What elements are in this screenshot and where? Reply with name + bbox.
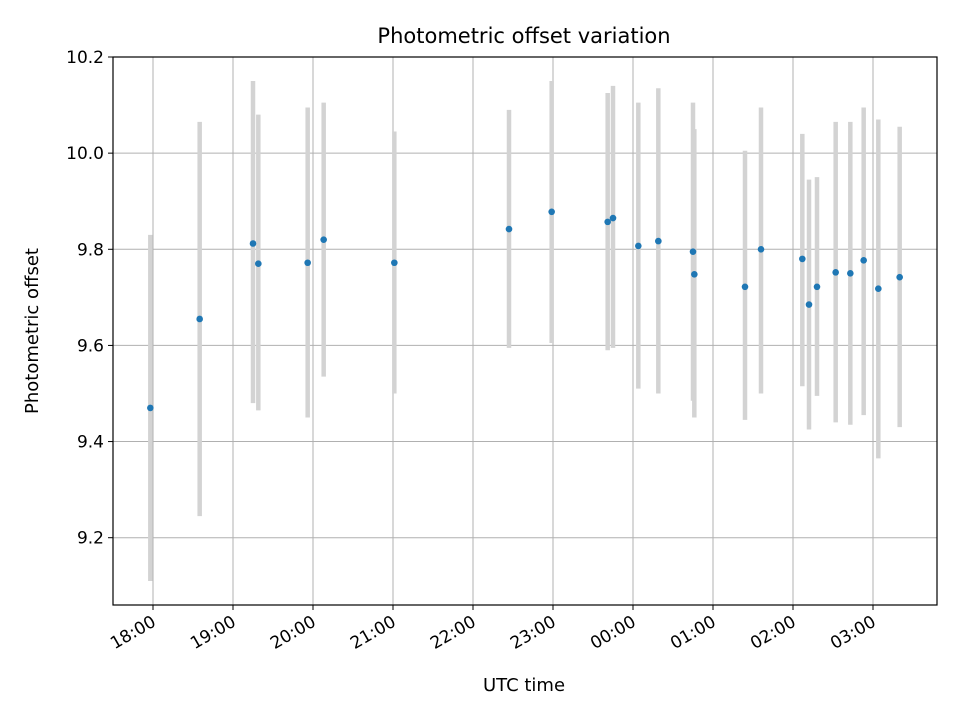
- data-point: [813, 283, 821, 291]
- y-tick-label: 9.8: [77, 240, 104, 260]
- x-tick-label: 20:00: [267, 612, 319, 654]
- x-tick-label: 00:00: [587, 612, 639, 654]
- data-point: [609, 214, 617, 222]
- y-tick-label: 10.0: [66, 144, 104, 164]
- x-axis-label: UTC time: [483, 675, 565, 696]
- grid: [113, 56, 937, 605]
- data-point: [505, 225, 513, 233]
- x-tick-label: 18:00: [107, 612, 159, 654]
- data-point: [604, 218, 611, 226]
- data-point: [391, 259, 398, 267]
- x-tick-label: 23:00: [507, 612, 559, 654]
- x-tick-label: 22:00: [427, 612, 479, 654]
- data-point: [896, 273, 903, 281]
- data-points: [147, 208, 903, 412]
- y-tick-label: 9.4: [77, 433, 104, 453]
- y-tick-label: 9.6: [77, 336, 104, 356]
- data-point: [196, 315, 203, 323]
- data-point: [757, 245, 765, 253]
- data-point: [255, 260, 262, 268]
- plot-frame: [112, 56, 938, 606]
- data-point: [805, 301, 813, 308]
- data-point: [147, 404, 154, 412]
- data-point: [320, 236, 327, 243]
- data-point: [799, 255, 806, 263]
- x-axis: 18:00 19:00 20:00 21:00 22:00 23:00 00:00 01:00…: [107, 605, 880, 654]
- error-bars: [148, 81, 902, 581]
- data-point: [655, 237, 662, 245]
- x-tick-label: 03:00: [827, 612, 879, 654]
- x-tick-label: 02:00: [747, 612, 799, 654]
- data-point: [860, 257, 867, 264]
- data-point: [689, 248, 697, 255]
- data-point: [741, 283, 749, 291]
- y-tick-label: 10.2: [66, 48, 104, 68]
- x-tick-label: 01:00: [667, 612, 719, 654]
- x-tick-label: 21:00: [347, 612, 399, 654]
- data-point: [304, 259, 311, 267]
- x-tick-label: 19:00: [187, 612, 239, 654]
- data-point: [875, 285, 882, 292]
- data-point: [832, 269, 839, 276]
- y-axis-label: Photometric offset: [22, 248, 43, 414]
- y-tick-label: 9.2: [77, 529, 104, 549]
- y-axis: 9.2 9.4 9.6 9.8 10.0 10.2: [66, 48, 113, 549]
- data-point: [691, 270, 698, 278]
- data-point: [548, 208, 555, 216]
- data-point: [249, 240, 257, 247]
- data-point: [635, 242, 642, 250]
- chart-title: Photometric offset variation: [377, 24, 670, 48]
- data-point: [847, 270, 854, 277]
